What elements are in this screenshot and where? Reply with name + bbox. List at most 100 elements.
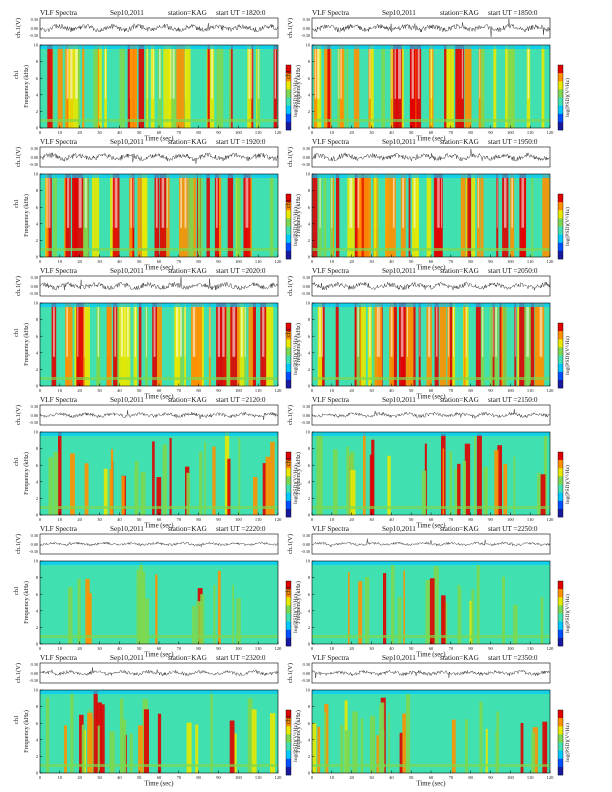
x-tick-label: 30 (369, 646, 374, 651)
x-tick-label: 100 (235, 646, 243, 651)
trace-tick-label: -0.30 (29, 678, 38, 683)
x-tick-label: 40 (117, 775, 122, 780)
x-tick-label: 40 (389, 646, 394, 651)
x-axis-label: Time (sec) (416, 136, 445, 143)
x-tick-label: 20 (349, 646, 354, 651)
x-tick-label: 40 (389, 259, 394, 264)
trace-axis-label: ch.1(V) (287, 405, 294, 425)
panel-header-start: start UT =2320:0 (216, 654, 266, 662)
x-tick-label: 50 (409, 259, 414, 264)
top-frequency-band (312, 690, 550, 694)
trace-tick-label: -0.30 (29, 420, 38, 425)
spectrogram-bands (45, 690, 276, 773)
spectrogram-panel: VLF Spectra Sep10,2011 station=KAG start UT… (285, 654, 571, 788)
colorbar-label: log(PSD)(V²/Hz) (292, 78, 299, 117)
trace-tick-label: 0.00 (303, 542, 310, 547)
x-tick-label: 60 (157, 259, 162, 264)
panel-header-product: VLF Spectra (40, 525, 78, 533)
trace-tick-label: 0.00 (303, 413, 310, 418)
low-frequency-band (40, 248, 278, 251)
x-axis-label: Time (sec) (144, 265, 173, 272)
x-tick-label: 0 (311, 646, 314, 651)
trace-waveform (311, 409, 551, 420)
channel-label: ch1 (13, 457, 20, 466)
x-tick-label: 60 (429, 388, 434, 393)
trace-waveform (311, 148, 551, 162)
low-frequency-band (40, 506, 278, 509)
panel-header-station: station=KAG (440, 525, 479, 533)
y-tick-label: 6 (36, 463, 39, 468)
x-tick-label: 100 (507, 388, 515, 393)
y-axis-label: Frequency (kHz) (23, 65, 30, 108)
x-tick-label: 70 (177, 130, 182, 135)
x-tick-label: 80 (196, 646, 201, 651)
y-tick-label: 0 (36, 771, 39, 776)
y-tick-label: 2 (308, 625, 310, 630)
y-tick-label: 8 (36, 317, 39, 322)
x-axis-label: Time (sec) (144, 781, 173, 788)
y-axis-label: Frequency (kHz) (23, 710, 30, 753)
x-tick-label: 30 (97, 517, 102, 522)
x-tick-label: 0 (39, 259, 42, 264)
panel-header-station: station=KAG (440, 9, 479, 17)
x-tick-label: 120 (275, 130, 283, 135)
x-tick-label: 90 (216, 130, 221, 135)
trace-waveform (39, 410, 279, 420)
x-tick-label: 20 (77, 775, 82, 780)
y-tick-label: 0 (308, 126, 311, 131)
x-tick-label: 30 (369, 259, 374, 264)
x-tick-label: 0 (311, 259, 314, 264)
trace-tick-label: 0.30 (303, 146, 310, 151)
top-frequency-band (40, 45, 278, 49)
x-tick-label: 70 (177, 517, 182, 522)
y-tick-label: 8 (36, 575, 39, 580)
x-tick-label: 10 (330, 646, 335, 651)
x-tick-label: 50 (409, 388, 414, 393)
y-tick-label: 4 (308, 221, 311, 226)
x-axis-label: Time (sec) (144, 652, 173, 659)
x-tick-label: 120 (547, 130, 555, 135)
x-tick-label: 120 (547, 646, 555, 651)
x-tick-label: 90 (216, 775, 221, 780)
x-tick-label: 40 (389, 775, 394, 780)
trace-axis-label: ch.1(V) (15, 534, 22, 554)
x-tick-label: 120 (275, 388, 283, 393)
y-tick-label: 6 (308, 721, 311, 726)
colorbar-label: log(PSD)(V²/Hz) (564, 594, 571, 633)
x-tick-label: 80 (468, 646, 473, 651)
low-frequency-band (312, 377, 550, 380)
colorbar (285, 709, 292, 776)
colorbar-label: log(PSD)(V²/Hz) (292, 207, 299, 246)
x-tick-label: 70 (177, 646, 182, 651)
panel-header-date: Sep10,2011 (110, 654, 144, 662)
panel-header-date: Sep10,2011 (110, 9, 144, 17)
x-tick-label: 10 (330, 130, 335, 135)
trace-frame (39, 533, 279, 555)
y-tick-label: 0 (36, 126, 39, 131)
panel-header-product: VLF Spectra (40, 138, 78, 146)
panel-header-start: start UT =2220:0 (216, 525, 266, 533)
y-tick-label: 4 (36, 92, 39, 97)
x-axis-label: Time (sec) (416, 523, 445, 530)
x-tick-label: 40 (389, 388, 394, 393)
spectrogram-bands (312, 174, 550, 257)
x-tick-label: 110 (527, 646, 534, 651)
trace-axis-label: ch.1(V) (287, 18, 294, 38)
x-tick-label: 80 (196, 130, 201, 135)
y-axis-label: Frequency (kHz) (295, 323, 302, 366)
colorbar (557, 709, 564, 776)
x-tick-label: 30 (369, 388, 374, 393)
channel-label: ch1 (285, 586, 292, 595)
y-tick-label: 10 (306, 559, 311, 564)
y-tick-label: 10 (34, 172, 39, 177)
spectrogram-panel: VLF Spectra Sep10,2011 station=KAG start UT… (285, 267, 571, 401)
x-tick-label: 90 (488, 775, 493, 780)
trace-tick-label: -0.30 (301, 162, 310, 167)
x-tick-label: 20 (349, 130, 354, 135)
x-axis-label: Time (sec) (416, 394, 445, 401)
x-tick-label: 100 (507, 130, 515, 135)
x-tick-label: 70 (449, 517, 454, 522)
trace-tick-label: 0.00 (31, 284, 38, 289)
trace-axis-label: ch.1(V) (15, 405, 22, 425)
x-tick-label: 70 (449, 775, 454, 780)
